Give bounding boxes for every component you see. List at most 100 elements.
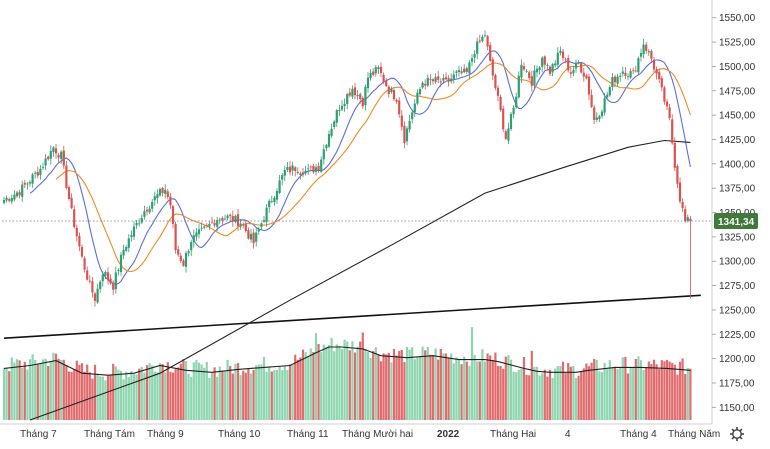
- volume-bar: [179, 363, 182, 420]
- candle-body: [437, 76, 440, 80]
- candle-body: [34, 172, 37, 174]
- volume-bar: [504, 356, 507, 420]
- candle-body: [639, 53, 643, 57]
- volume-ma: [3, 346, 691, 376]
- volume-bar: [686, 368, 689, 420]
- volume-bar: [239, 375, 242, 420]
- volume-bar: [460, 364, 463, 420]
- volume-bar: [689, 368, 692, 420]
- candle-body: [619, 75, 622, 77]
- volume-bar: [608, 360, 611, 420]
- volume-bar: [322, 344, 325, 420]
- volume-bar: [8, 371, 11, 420]
- candle-body: [288, 166, 292, 173]
- candle-body: [239, 223, 242, 227]
- last-price-badge-group: 1341,34: [714, 212, 758, 229]
- volume-bar: [600, 371, 604, 420]
- candle-body: [195, 232, 198, 237]
- candle-body: [231, 216, 234, 222]
- volume-bar: [83, 371, 86, 420]
- candle-body: [242, 224, 245, 226]
- volume-bar: [395, 355, 398, 420]
- candle-body: [486, 36, 489, 47]
- volume-bar: [522, 357, 526, 420]
- ma-long-line: [29, 139, 691, 421]
- candle-body: [73, 209, 76, 228]
- volume-bar: [364, 349, 367, 420]
- volume-bar: [117, 369, 120, 420]
- candle-body: [431, 79, 435, 82]
- volume-bar: [624, 356, 627, 420]
- y-tick-label: 1475,00: [719, 86, 756, 97]
- volume-bar: [312, 352, 315, 420]
- candle-body: [78, 236, 81, 247]
- volume-bar: [655, 364, 658, 420]
- gear-icon[interactable]: [732, 429, 742, 439]
- candle-body: [671, 119, 674, 144]
- candle-body: [658, 71, 661, 80]
- volume-bar: [242, 370, 245, 420]
- y-tick-label: 1225,00: [719, 330, 756, 341]
- volume-bar: [619, 368, 622, 420]
- volume-bar: [70, 371, 73, 420]
- candle-body: [208, 224, 211, 227]
- volume-bar: [73, 368, 76, 420]
- volume-bar: [476, 361, 479, 420]
- candle-body: [686, 217, 689, 221]
- candle-body: [216, 220, 219, 227]
- volume-bar: [577, 375, 580, 420]
- volume-bar: [174, 369, 177, 420]
- volume-bar: [559, 366, 562, 420]
- candle-body: [5, 197, 8, 201]
- volume-bar: [151, 365, 154, 420]
- candle-body: [96, 288, 99, 303]
- volume-bar: [348, 350, 351, 420]
- candle-body: [554, 63, 557, 66]
- candle-body: [47, 156, 50, 160]
- settings-icon[interactable]: [730, 427, 744, 441]
- y-tick-label: 1375,00: [719, 184, 756, 195]
- candle-body: [52, 147, 55, 152]
- candle-body: [572, 70, 575, 74]
- candle-body: [2, 199, 6, 203]
- volume-bar: [606, 369, 609, 420]
- volume-bar: [650, 364, 653, 420]
- volume-bar: [413, 359, 416, 420]
- candle-body: [174, 223, 177, 251]
- candle-body: [104, 271, 107, 276]
- volume-bar: [99, 376, 102, 420]
- candle-body: [663, 87, 666, 102]
- candle-body: [278, 180, 281, 193]
- volume-bar: [75, 360, 78, 420]
- candle-body: [374, 67, 377, 74]
- volume-bar: [15, 359, 19, 420]
- volume-bar: [166, 362, 169, 420]
- candle-body: [99, 281, 102, 290]
- candle-body: [665, 101, 669, 107]
- volume-bar: [317, 344, 320, 420]
- volume-bar: [21, 367, 24, 420]
- candle-body: [57, 154, 60, 158]
- volume-bar: [478, 361, 481, 420]
- candle-body: [359, 94, 362, 99]
- candle-body: [512, 107, 515, 115]
- candle-body: [403, 125, 406, 144]
- candle-body: [515, 96, 518, 108]
- candle-body: [673, 142, 676, 168]
- x-tick-label: Tháng Hai: [490, 429, 536, 440]
- candle-body: [283, 170, 286, 176]
- x-tick-label: Tháng 9: [147, 429, 184, 440]
- volume-bar: [629, 368, 632, 420]
- volume-bar: [585, 363, 588, 420]
- candle-body: [424, 83, 427, 86]
- volume-bar: [234, 363, 237, 420]
- x-tick-label: Tháng 10: [218, 429, 261, 440]
- volume-bar: [481, 349, 484, 420]
- volume-bar: [509, 359, 513, 420]
- volume-bar: [645, 367, 648, 420]
- candle-body: [340, 105, 344, 110]
- candle-body: [112, 282, 115, 290]
- volume-bar: [681, 358, 684, 420]
